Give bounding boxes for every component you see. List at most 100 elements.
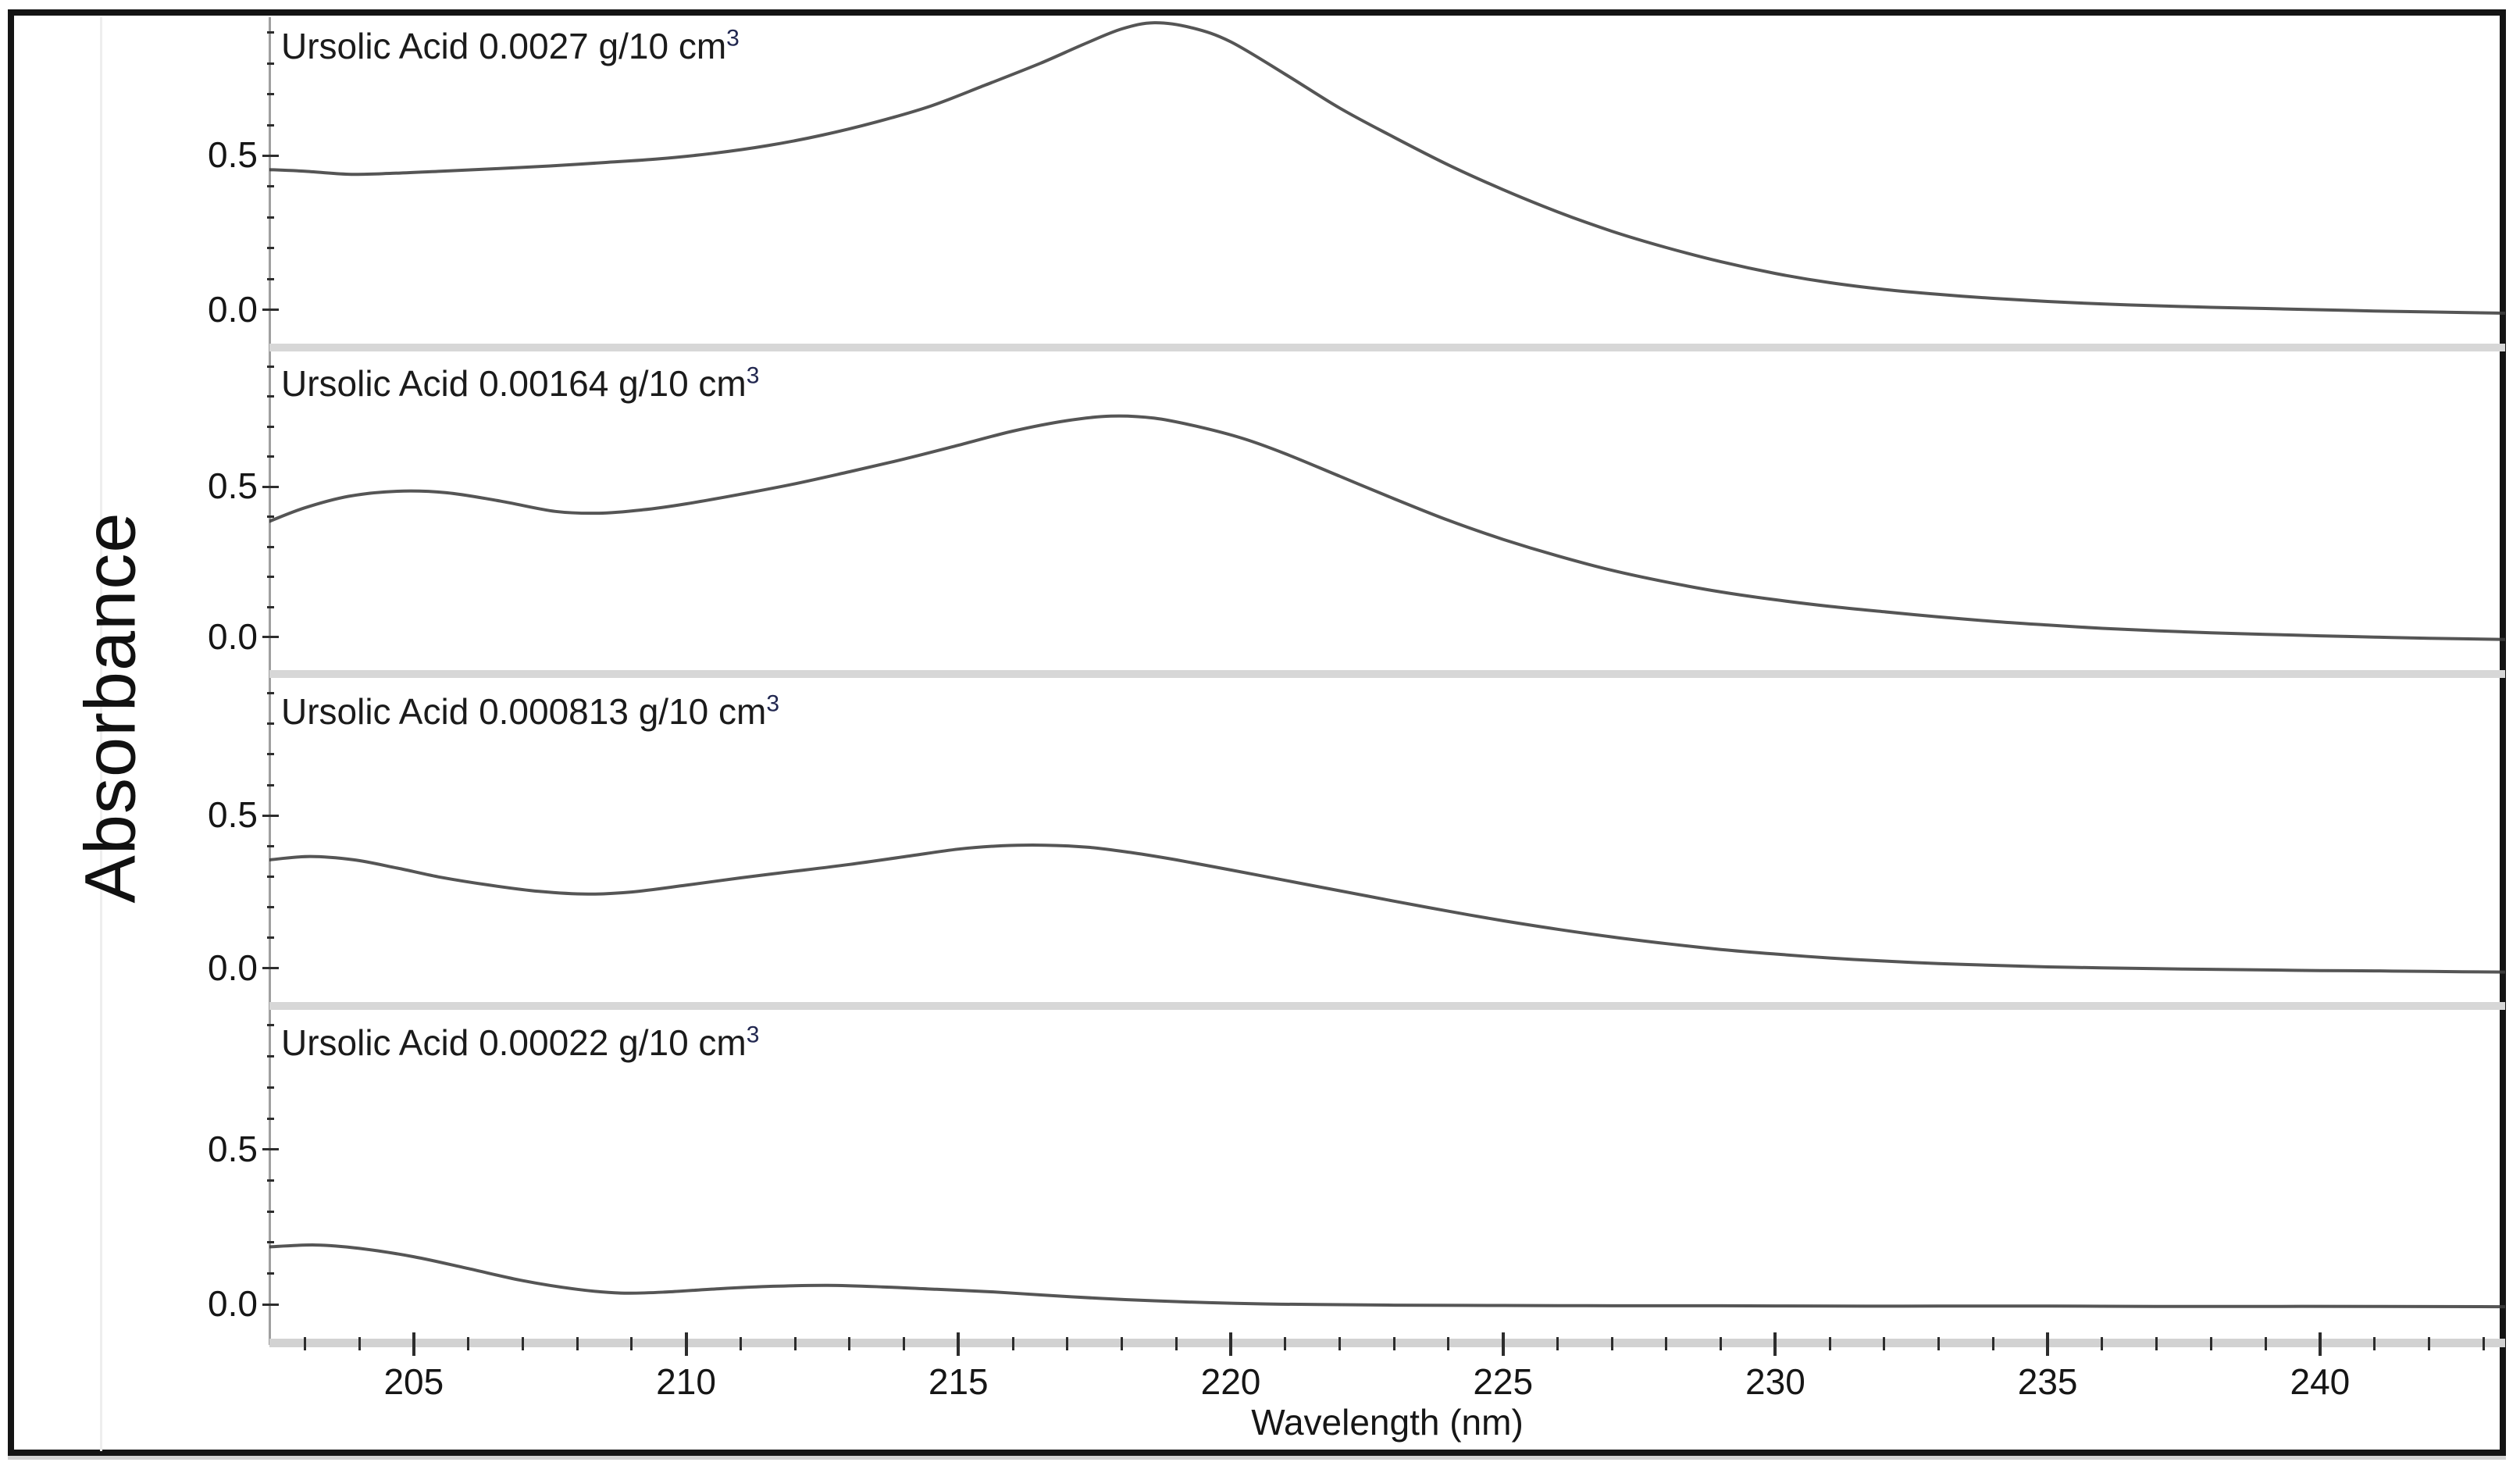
x-tick-label-220: 220 xyxy=(1200,1361,1261,1402)
x-minor-tick xyxy=(848,1337,851,1350)
x-tick-label-215: 215 xyxy=(928,1361,989,1402)
scan-artifact-line xyxy=(100,17,102,1451)
y-minor-tick xyxy=(267,1272,274,1275)
y-minor-tick xyxy=(267,1055,274,1058)
y-minor-tick xyxy=(267,936,274,940)
x-tick-label-205: 205 xyxy=(383,1361,444,1402)
y-axis-line xyxy=(269,17,271,1345)
figure-border-frame xyxy=(8,9,2506,1456)
x-minor-tick xyxy=(903,1337,906,1350)
y-minor-tick xyxy=(267,1179,274,1182)
x-minor-tick xyxy=(2427,1337,2430,1350)
x-major-tick xyxy=(684,1332,688,1356)
x-minor-tick xyxy=(576,1337,579,1350)
spectrum-panel-0.000813 xyxy=(269,843,2505,974)
y-minor-tick xyxy=(267,722,274,726)
y-major-tick xyxy=(262,309,279,312)
y-minor-tick xyxy=(267,875,274,878)
x-minor-tick xyxy=(2209,1337,2212,1350)
y-major-tick xyxy=(262,814,279,817)
y-minor-tick xyxy=(267,515,274,519)
x-tick-label-235: 235 xyxy=(2017,1361,2078,1402)
x-major-tick xyxy=(1501,1332,1505,1356)
x-minor-tick xyxy=(1665,1337,1668,1350)
panel-label-1: Ursolic Acid 0.0027 g/10 cm3 xyxy=(281,25,740,67)
x-minor-tick xyxy=(1556,1337,1559,1350)
x-minor-tick xyxy=(303,1337,306,1350)
x-major-tick xyxy=(2046,1332,2050,1356)
y-minor-tick xyxy=(267,1024,274,1027)
y-tick-label-panel2-0.0: 0.0 xyxy=(208,615,258,657)
x-minor-tick xyxy=(1991,1337,1994,1350)
x-minor-tick xyxy=(358,1337,361,1350)
x-major-tick xyxy=(412,1332,415,1356)
y-tick-label-panel2-0.5: 0.5 xyxy=(208,465,258,507)
x-minor-tick xyxy=(1338,1337,1341,1350)
y-minor-tick xyxy=(267,906,274,909)
panel-label-1-superscript: 3 xyxy=(726,25,740,52)
x-minor-tick xyxy=(739,1337,742,1350)
y-minor-tick xyxy=(267,753,274,756)
x-minor-tick xyxy=(1392,1337,1395,1350)
y-minor-tick xyxy=(267,395,274,398)
y-minor-tick xyxy=(267,123,274,127)
panel-label-2-superscript: 3 xyxy=(746,362,760,389)
y-major-tick xyxy=(262,154,279,157)
x-tick-label-240: 240 xyxy=(2290,1361,2351,1402)
panel-label-1-text: Ursolic Acid 0.0027 g/10 cm xyxy=(281,26,727,66)
panel-separator-1 xyxy=(269,344,2505,351)
x-axis-title: Wavelength (nm) xyxy=(1251,1402,1524,1443)
y-minor-tick xyxy=(267,844,274,847)
x-major-tick xyxy=(957,1332,961,1356)
y-minor-tick xyxy=(267,93,274,96)
x-minor-tick xyxy=(1610,1337,1613,1350)
panel-label-2-text: Ursolic Acid 0.00164 g/10 cm xyxy=(281,363,747,404)
x-minor-tick xyxy=(1284,1337,1287,1350)
x-minor-tick xyxy=(1066,1337,1069,1350)
y-minor-tick xyxy=(267,1117,274,1120)
x-minor-tick xyxy=(1720,1337,1723,1350)
y-major-tick xyxy=(262,485,279,488)
x-tick-label-230: 230 xyxy=(1745,1361,1805,1402)
y-major-tick xyxy=(262,636,279,639)
x-minor-tick xyxy=(2155,1337,2158,1350)
spectrum-curve xyxy=(269,21,2505,315)
y-minor-tick xyxy=(267,455,274,458)
x-minor-tick xyxy=(2482,1337,2485,1350)
panel-label-3-superscript: 3 xyxy=(766,690,780,717)
y-minor-tick xyxy=(267,605,274,608)
panel-separator-2 xyxy=(269,670,2505,678)
spectrum-panel-0.00022 xyxy=(269,1243,2505,1309)
y-major-tick xyxy=(262,1303,279,1306)
spectrum-curve xyxy=(269,1243,2505,1309)
spectrum-panel-0.00164 xyxy=(269,414,2505,641)
y-minor-tick xyxy=(267,1241,274,1244)
x-minor-tick xyxy=(1174,1337,1178,1350)
panel-label-3: Ursolic Acid 0.000813 g/10 cm3 xyxy=(281,690,779,733)
y-minor-tick xyxy=(267,425,274,428)
panel-label-3-text: Ursolic Acid 0.000813 g/10 cm xyxy=(281,691,767,732)
x-minor-tick xyxy=(1447,1337,1450,1350)
x-minor-tick xyxy=(2264,1337,2267,1350)
y-major-tick xyxy=(262,1148,279,1151)
panel-separator-3 xyxy=(269,1002,2505,1010)
spectrum-panel-0.0027 xyxy=(269,21,2505,315)
y-minor-tick xyxy=(267,1210,274,1213)
x-minor-tick xyxy=(2373,1337,2376,1350)
y-tick-label-panel3-0.0: 0.0 xyxy=(208,947,258,988)
y-major-tick xyxy=(262,967,279,970)
y-minor-tick xyxy=(267,545,274,548)
y-tick-label-panel3-0.5: 0.5 xyxy=(208,794,258,836)
x-minor-tick xyxy=(793,1337,797,1350)
y-minor-tick xyxy=(267,576,274,579)
x-minor-tick xyxy=(2101,1337,2104,1350)
panel-label-4-text: Ursolic Acid 0.00022 g/10 cm xyxy=(281,1022,747,1063)
y-minor-tick xyxy=(267,31,274,34)
y-axis-title: Absorbance xyxy=(70,512,151,904)
x-major-tick xyxy=(1228,1332,1232,1356)
y-tick-label-panel1-0.0: 0.0 xyxy=(208,288,258,330)
y-tick-label-panel4-0.0: 0.0 xyxy=(208,1283,258,1325)
y-tick-label-panel1-0.5: 0.5 xyxy=(208,134,258,176)
x-axis-line xyxy=(269,1339,2505,1347)
panel-label-4-superscript: 3 xyxy=(746,1022,760,1048)
